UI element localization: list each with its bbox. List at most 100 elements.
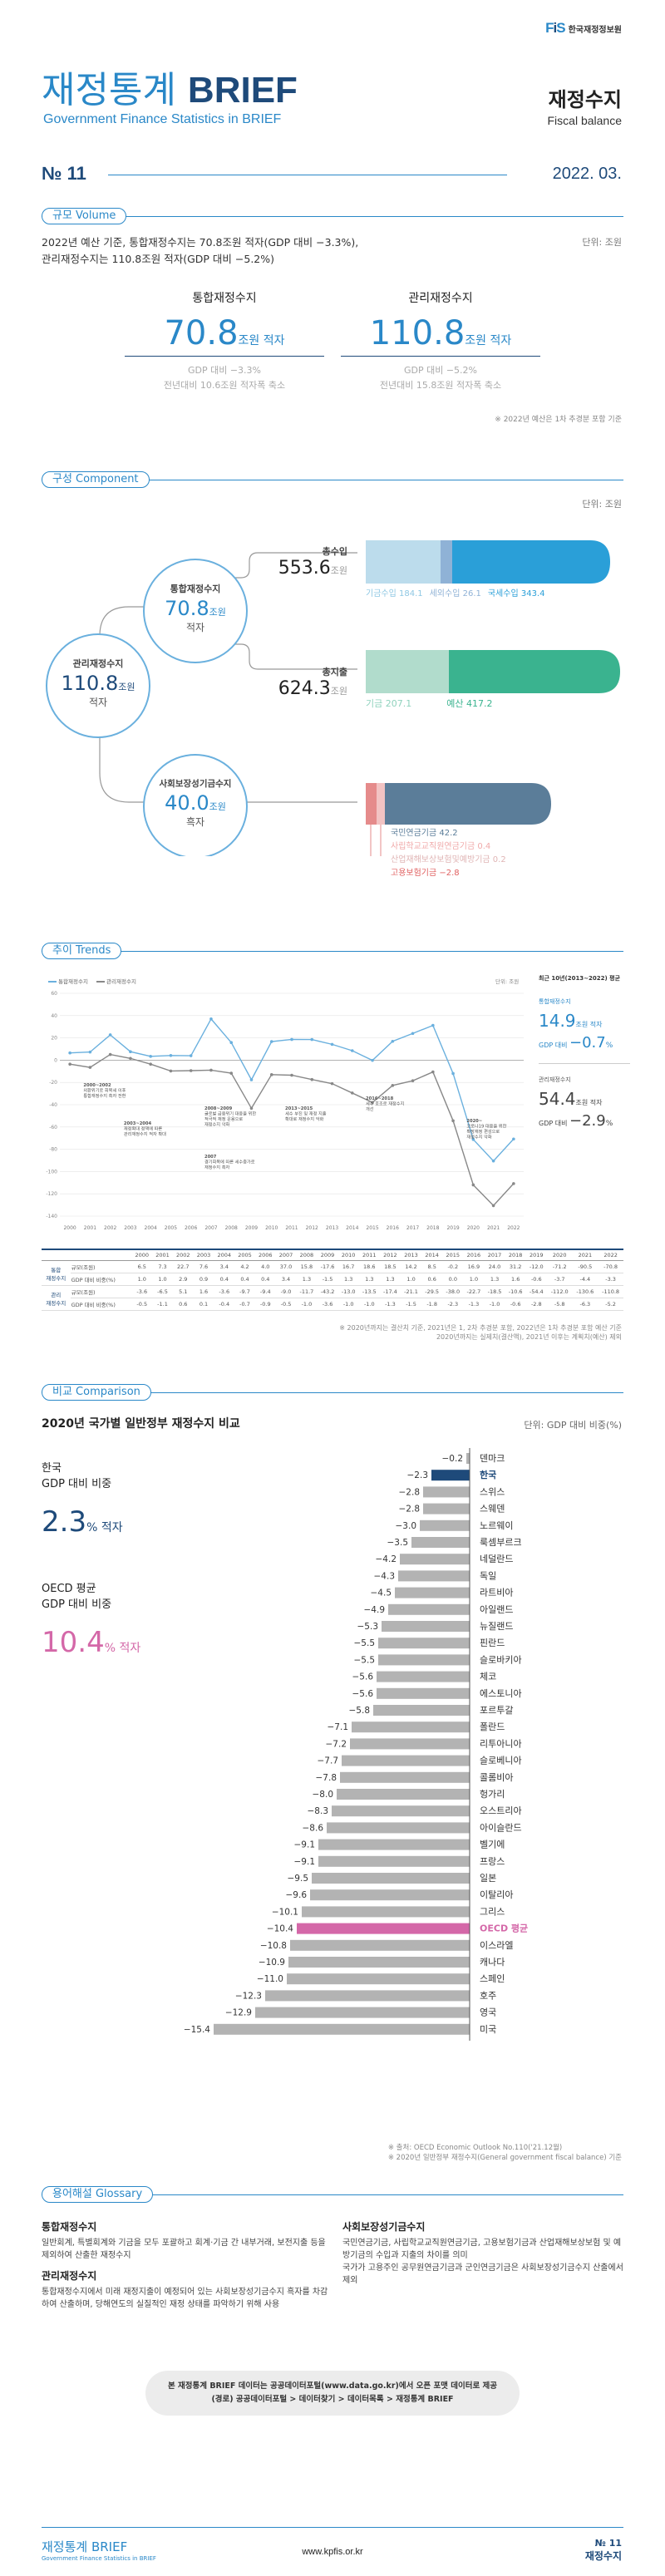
trend-annotation: 2000~2002 외환위기로 회복세 이후 통합재정수지 흑자 전환 [83,1083,126,1099]
table-cell: -29.5 [421,1285,443,1298]
social-circle [143,754,248,856]
table-cell: -0.2 [442,1260,464,1273]
table-cell: -0.6 [525,1273,547,1286]
table-cell: 22.7 [172,1260,194,1273]
table-header-year: 2019 [525,1249,547,1261]
y-tick-label: -120 [46,1191,57,1197]
table-cell: 1.3 [379,1273,401,1286]
annotation-line: 통합재정수지 흑자 전환 [83,1092,126,1099]
bar-value-label: −7.2 [326,1739,347,1749]
table-cell: -3.6 [317,1298,338,1311]
org-name: 한국재정정보원 [568,25,622,35]
x-tick-label: 2011 [285,1225,298,1231]
bar [318,1839,470,1850]
volume-desc: 2022년 예산 기준, 통합재정수지는 70.8조원 적자(GDP 대비 −3… [42,236,359,265]
table-cell: 37.0 [275,1260,297,1273]
bar-category-label: 핀란드 [480,1638,505,1648]
footer-brand: 재정통계 BRIEF Government Finance Statistics… [42,2539,156,2562]
table-cell: -9.7 [234,1285,255,1298]
table-header-year: 2010 [337,1249,359,1261]
series-point [169,1069,173,1073]
table-header-year: 2000 [131,1249,153,1261]
table-cell: -1.0 [484,1298,505,1311]
glossary-left: 통합재정수지 일반회계, 특별회계와 기금을 모두 포괄하고 회계·기금 간 내… [42,2221,328,2309]
table-header-year: 2006 [254,1249,276,1261]
social-node: 사회보장성기금수지 40.0조원 흑자 [159,779,232,828]
bar-value-label: −5.5 [354,1638,376,1648]
series-point [229,1071,234,1075]
table-header-year: 2015 [442,1249,464,1261]
trends-tag: 추이 Trends [42,943,122,959]
bar [352,1721,470,1733]
y-tick-label: -140 [46,1214,57,1219]
table-cell: -21.1 [400,1285,422,1298]
bar [398,1570,470,1582]
bar [287,1973,470,1985]
bar-category-label: 라트비아 [480,1588,513,1598]
series-point [391,1039,395,1043]
bar-category-label: 리투아니아 [480,1738,522,1749]
annotation-line: 2003~2004 [124,1121,152,1126]
bar-value-label: −15.4 [184,2025,210,2035]
annotation-line: 세수 부진 및 재정 지출 [285,1111,327,1117]
y-tick-label: 60 [51,991,57,997]
series-point [149,1062,152,1066]
bar-value-label: −4.9 [364,1605,386,1615]
table-group: 관리 재정수지 [42,1285,71,1311]
series-point [189,1069,193,1072]
bar-category-label: 스페인 [480,1973,505,1984]
bar-value-label: −9.1 [294,1840,316,1850]
trend-annotation: 2003~2004 재정확대 정책에 따른 관리재정수지 적자 확대 [124,1121,166,1137]
table-cell: 0.6 [421,1273,443,1286]
glossary-tag: 용어해설 Glossary [42,2186,154,2203]
table-row: GDP 대비 비중(%) 1.0 1.0 2.9 0.9 0.4 0.4 0.4 3.4 1.3-… [42,1273,623,1286]
bar-category-label: 한국 [480,1469,496,1480]
comparison-unit: 단위: GDP 대비 비중(%) [524,1420,622,1431]
bar-value-label: −11.0 [257,1974,283,1984]
table-row-label: GDP 대비 비중(%) [70,1273,132,1286]
table-cell: 0.1 [193,1298,214,1311]
bar-value-label: −5.6 [352,1689,374,1699]
annotation-line: 2016~2018 [366,1096,394,1101]
table-cell: 0.4 [214,1273,235,1286]
x-tick-label: 2016 [387,1225,399,1231]
component-diagram [46,540,623,856]
table-header-year: 2001 [152,1249,173,1261]
table-cell: 1.0 [131,1273,153,1286]
annotation-line: 적극적 재정 운용으로 [204,1116,243,1122]
bar [318,1855,470,1867]
topic-title: 재정수지 [548,88,622,111]
x-tick-label: 2021 [487,1225,500,1231]
table-header-year: 2003 [193,1249,214,1261]
social-bar-cap [531,783,551,825]
table-cell: -1.0 [296,1298,318,1311]
table-cell: 1.0 [152,1273,173,1286]
bar [255,2007,470,2018]
revenue-bar-nontax [441,540,452,584]
x-tick-label: 2013 [326,1225,338,1231]
bar [310,1889,470,1901]
y-tick-label: 0 [54,1057,57,1063]
series-point [371,1101,374,1105]
annotation-line: 재정수지 흑자 [204,1164,230,1170]
table-header-year: 2022 [598,1249,623,1261]
x-tick-label: 2022 [507,1225,520,1231]
series-point [269,1073,273,1076]
annotation-line: 글로벌 금융위기 대응을 위한 [204,1111,256,1117]
bar [214,2023,470,2035]
volume-right-card: 관리재정수지 110.8조원 적자 GDP 대비 −5.2% 전년대비 15.8… [341,289,540,392]
x-tick-label: 2017 [406,1225,419,1231]
volume-right-title: 관리재정수지 [408,292,473,305]
footer-website[interactable]: www.kpfis.or.kr [302,2547,363,2557]
component-unit: 단위: 조원 [582,499,622,510]
table-cell: -43.2 [317,1285,338,1298]
expenditure-node: 총지출 624.3조원 [278,667,347,699]
revenue-labels: 기금수입 184.1 세외수입 26.1 국세수입 343.4 [366,589,545,598]
table-row-label: GDP 대비 비중(%) [70,1298,132,1311]
trend-annotation: 2008~2009 글로벌 금융위기 대응을 위한 적극적 재정 운용으로 재정수지 … [204,1106,256,1128]
subtitle: Government Finance Statistics in BRIEF [43,112,282,126]
table-cell: -130.6 [572,1285,598,1298]
connector-line [233,552,357,579]
table-cell: -0.9 [254,1298,276,1311]
table-cell: 0.9 [193,1273,214,1286]
